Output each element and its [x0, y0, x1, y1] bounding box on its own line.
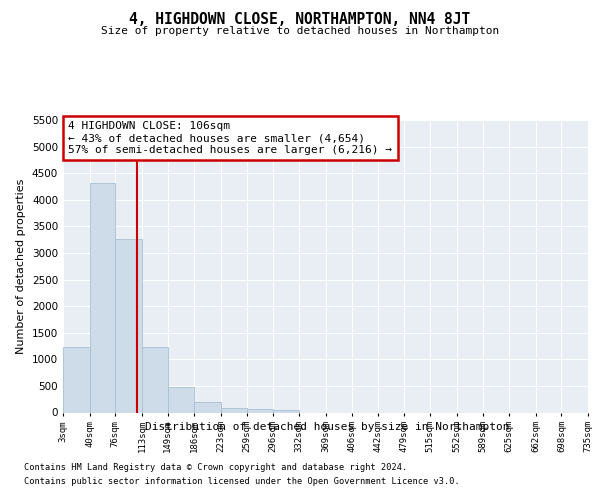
Bar: [89, 183, 115, 412]
Text: 4 HIGHDOWN CLOSE: 106sqm
← 43% of detached houses are smaller (4,654)
57% of sem: 4 HIGHDOWN CLOSE: 106sqm ← 43% of detach…: [68, 122, 392, 154]
Bar: [63, 347, 89, 412]
Y-axis label: Number of detached properties: Number of detached properties: [16, 178, 26, 354]
Text: Contains public sector information licensed under the Open Government Licence v3: Contains public sector information licen…: [24, 478, 460, 486]
Bar: [194, 402, 221, 412]
Text: Distribution of detached houses by size in Northampton: Distribution of detached houses by size …: [145, 422, 509, 432]
Bar: [168, 387, 194, 412]
Bar: [115, 239, 142, 412]
Bar: [221, 408, 247, 412]
Bar: [247, 409, 273, 412]
Text: Contains HM Land Registry data © Crown copyright and database right 2024.: Contains HM Land Registry data © Crown c…: [24, 462, 407, 471]
Bar: [273, 410, 299, 412]
Bar: [142, 347, 168, 412]
Text: 4, HIGHDOWN CLOSE, NORTHAMPTON, NN4 8JT: 4, HIGHDOWN CLOSE, NORTHAMPTON, NN4 8JT: [130, 12, 470, 28]
Text: Size of property relative to detached houses in Northampton: Size of property relative to detached ho…: [101, 26, 499, 36]
